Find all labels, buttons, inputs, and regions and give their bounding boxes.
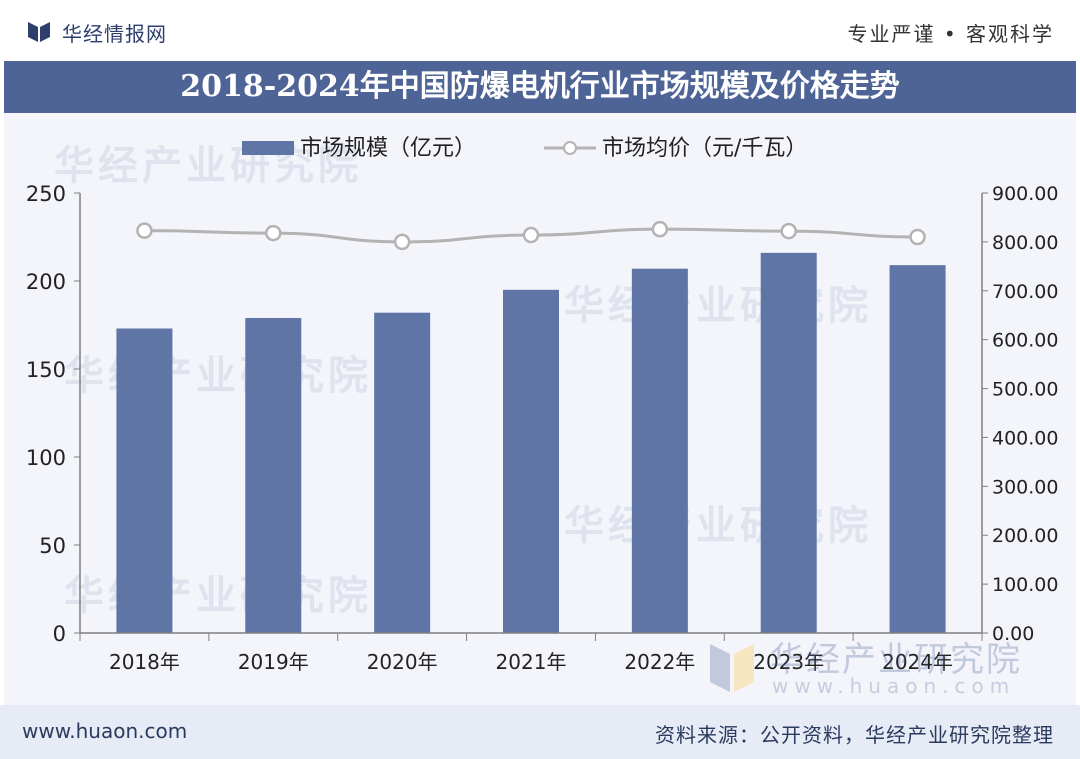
left-tick-label: 150: [26, 358, 66, 382]
legend-line-marker: [563, 141, 577, 155]
bar: [503, 289, 559, 633]
watermark-text: 华经产业研究院: [54, 143, 362, 189]
bar: [374, 312, 431, 633]
x-tick-label: 2023年: [753, 650, 824, 674]
brand-logo-icon: [28, 22, 50, 42]
left-tick-label: 50: [39, 534, 66, 558]
footer-source: 资料来源：公开资料，华经产业研究院整理: [655, 723, 1054, 747]
x-tick-label: 2024年: [882, 650, 953, 674]
chart-title: 2018-2024年中国防爆电机行业市场规模及价格走势: [180, 69, 900, 104]
right-tick-label: 0.00: [992, 623, 1034, 645]
watermark-logo-icon: [710, 644, 754, 692]
left-tick-label: 0: [53, 622, 66, 646]
chart-area: 华经产业研究院 华经产业研究院 华经产业研究院 华经产业研究院 华经产业研究院 …: [4, 113, 1076, 705]
watermark-en: www.huaon.com: [772, 674, 1016, 698]
x-tick-label: 2022年: [624, 650, 695, 674]
slogan: 专业严谨 • 客观科学: [847, 22, 1054, 46]
x-tick-label: 2020年: [367, 650, 438, 674]
footer: www.huaon.com 资料来源：公开资料，华经产业研究院整理: [0, 705, 1080, 759]
price-point: [393, 233, 411, 251]
right-tick-label: 600.00: [992, 330, 1058, 352]
right-tick-label: 300.00: [992, 476, 1058, 498]
x-tick-label: 2018年: [109, 650, 180, 674]
right-tick-label: 200.00: [992, 525, 1058, 547]
bar: [889, 265, 946, 633]
left-tick-label: 100: [26, 446, 66, 470]
x-tick-label: 2021年: [496, 650, 567, 674]
brand-name: 华经情报网: [62, 22, 167, 46]
watermark-text: 华经产业研究院: [564, 283, 872, 329]
corner-watermark: 华经产业研究院 www.huaon.com: [700, 632, 1030, 702]
bar: [760, 252, 817, 633]
right-tick-label: 900.00: [992, 183, 1058, 205]
right-tick-label: 400.00: [992, 427, 1058, 449]
left-tick-label: 250: [26, 182, 66, 206]
header: 华经情报网 专业严谨 • 客观科学: [0, 0, 1080, 60]
legend: 市场规模（亿元） 市场均价（元/千瓦）: [242, 136, 807, 161]
price-point: [651, 220, 669, 238]
legend-bar-swatch: [242, 141, 294, 155]
right-tick-label: 500.00: [992, 379, 1058, 401]
bar: [631, 268, 688, 633]
footer-site: www.huaon.com: [22, 719, 188, 743]
price-point: [265, 224, 282, 242]
price-point: [136, 222, 153, 239]
right-tick-label: 700.00: [992, 281, 1058, 303]
right-tick-label: 100.00: [992, 574, 1058, 596]
legend-bar-label: 市场规模（亿元）: [300, 136, 476, 161]
chart-svg: 市场规模（亿元） 市场均价（元/千瓦） 0 50 100 150 200 250 0.00…: [26, 136, 1059, 674]
watermark-text: 华经产业研究院: [564, 503, 872, 549]
price-point: [522, 226, 540, 244]
watermark-text: 华经产业研究院: [64, 573, 372, 619]
watermark-text: 华经产业研究院: [64, 353, 372, 399]
price-point: [780, 222, 797, 240]
price-point: [909, 228, 926, 246]
legend-line-label: 市场均价（元/千瓦）: [602, 136, 807, 161]
bar: [245, 317, 302, 633]
bar: [116, 328, 173, 633]
right-tick-label: 800.00: [992, 232, 1058, 254]
title-bar: 2018-2024年中国防爆电机行业市场规模及价格走势: [4, 61, 1076, 113]
left-tick-label: 200: [26, 270, 66, 294]
watermark-cn: 华经产业研究院: [770, 640, 1022, 680]
x-tick-label: 2019年: [238, 650, 309, 674]
